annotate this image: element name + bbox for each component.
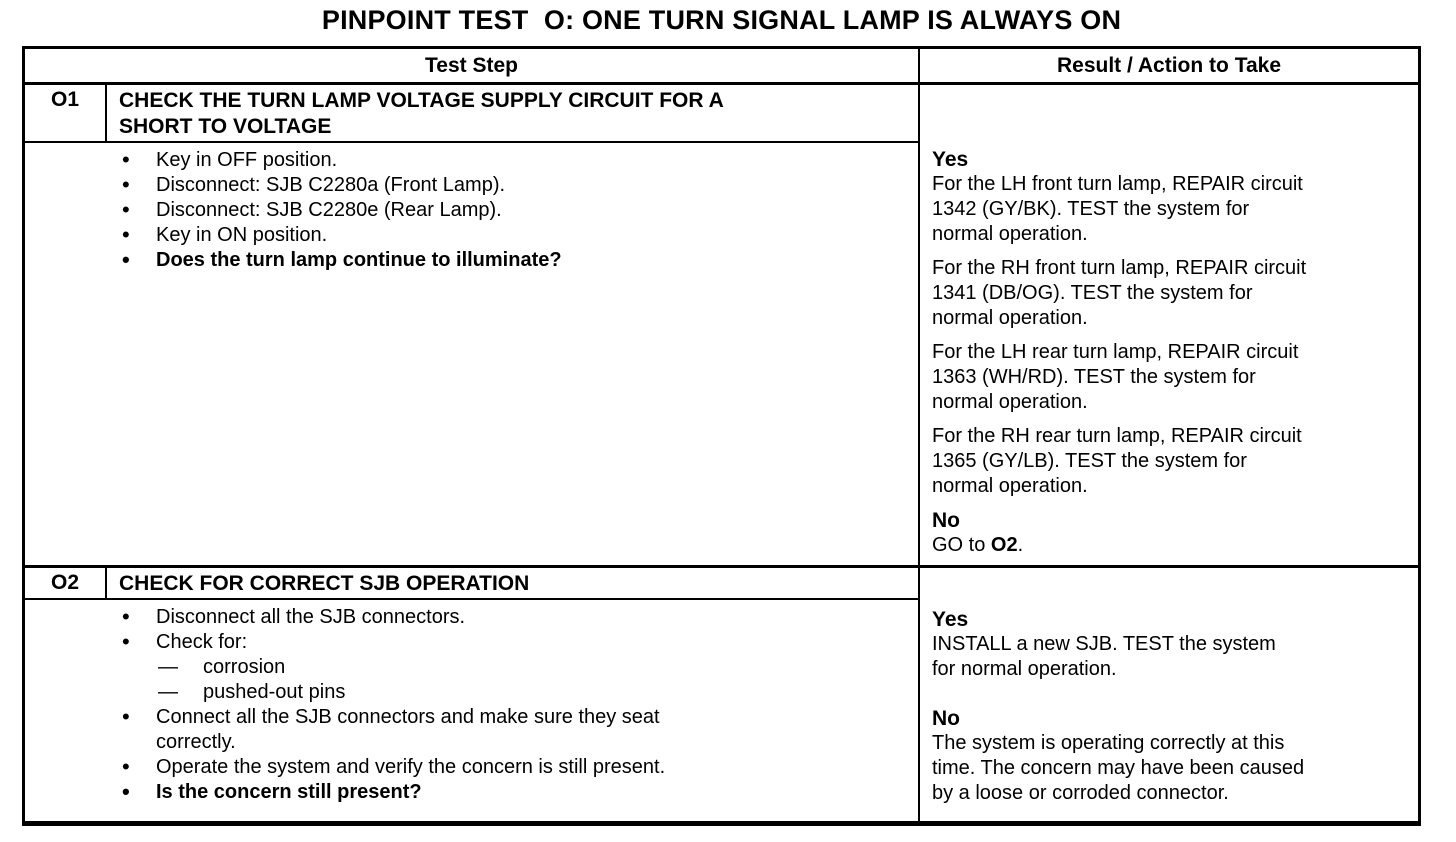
list-item: Operate the system and verify the concer… bbox=[25, 754, 918, 780]
go-to-target-step: O2 bbox=[990, 534, 1018, 556]
result-label-no: No bbox=[932, 707, 960, 730]
table-header-row: Test Step Result / Action to Take bbox=[25, 49, 1418, 85]
column-header-result-action: Result / Action to Take bbox=[1056, 53, 1282, 77]
result-label-yes: Yes bbox=[932, 148, 969, 171]
step-title-bar-o2: O2 CHECK FOR CORRECT SJB OPERATION bbox=[25, 568, 918, 600]
list-item: Check for: bbox=[25, 629, 918, 655]
result-paragraph-go-to: GO to O2. bbox=[932, 533, 1412, 558]
page-title: PINPOINT TEST O: ONE TURN SIGNAL LAMP IS… bbox=[321, 5, 1122, 35]
sub-list-item: pushed-out pins bbox=[25, 680, 918, 705]
result-action-cell-o2: Yes INSTALL a new SJB. TEST the system f… bbox=[920, 568, 1418, 821]
step-id-o1: O1 bbox=[25, 85, 107, 141]
go-to-suffix: . bbox=[1017, 534, 1024, 556]
list-item: Connect all the SJB connectors and make … bbox=[25, 704, 918, 755]
go-to-prefix: GO to bbox=[932, 534, 991, 556]
step-id-o2: O2 bbox=[25, 568, 107, 598]
pinpoint-test-table: Test Step Result / Action to Take O1 CHE… bbox=[22, 46, 1421, 826]
result-label-yes: Yes bbox=[932, 608, 969, 631]
sub-list-item: corrosion bbox=[25, 655, 918, 680]
list-item: Key in ON position. bbox=[25, 222, 918, 248]
list-item: Disconnect all the SJB connectors. bbox=[25, 604, 918, 630]
step-list-o1: Key in OFF position. Disconnect: SJB C22… bbox=[25, 143, 918, 273]
column-header-test-step: Test Step bbox=[25, 49, 920, 82]
table-row-o2: O2 CHECK FOR CORRECT SJB OPERATION Disco… bbox=[25, 568, 1418, 821]
result-paragraph: The system is operating correctly at thi… bbox=[932, 732, 1305, 804]
result-paragraph: For the RH rear turn lamp, REPAIR circui… bbox=[932, 425, 1302, 497]
step-title-o1: CHECK THE TURN LAMP VOLTAGE SUPPLY CIRCU… bbox=[119, 89, 724, 138]
step-title-bar-o1: O1 CHECK THE TURN LAMP VOLTAGE SUPPLY CI… bbox=[25, 85, 918, 143]
list-item-question: Is the concern still present? bbox=[25, 779, 918, 805]
step-title-o2: CHECK FOR CORRECT SJB OPERATION bbox=[119, 572, 530, 595]
test-step-cell-o1: O1 CHECK THE TURN LAMP VOLTAGE SUPPLY CI… bbox=[25, 85, 920, 565]
result-action-cell-o1: Yes For the LH front turn lamp, REPAIR c… bbox=[920, 85, 1418, 565]
test-step-cell-o2: O2 CHECK FOR CORRECT SJB OPERATION Disco… bbox=[25, 568, 920, 821]
result-label-no: No bbox=[932, 509, 960, 532]
list-item: Disconnect: SJB C2280a (Front Lamp). bbox=[25, 172, 918, 198]
result-paragraph: For the RH front turn lamp, REPAIR circu… bbox=[932, 257, 1307, 329]
list-item-question: Does the turn lamp continue to illuminat… bbox=[25, 247, 918, 273]
list-item: Key in OFF position. bbox=[25, 147, 918, 173]
result-paragraph: For the LH rear turn lamp, REPAIR circui… bbox=[932, 341, 1299, 413]
list-item: Disconnect: SJB C2280e (Rear Lamp). bbox=[25, 197, 918, 223]
step-list-o2: Disconnect all the SJB connectors. Check… bbox=[25, 600, 918, 805]
table-row-o1: O1 CHECK THE TURN LAMP VOLTAGE SUPPLY CI… bbox=[25, 85, 1418, 568]
result-paragraph: INSTALL a new SJB. TEST the system for n… bbox=[932, 633, 1276, 680]
result-paragraph: For the LH front turn lamp, REPAIR circu… bbox=[932, 173, 1303, 245]
